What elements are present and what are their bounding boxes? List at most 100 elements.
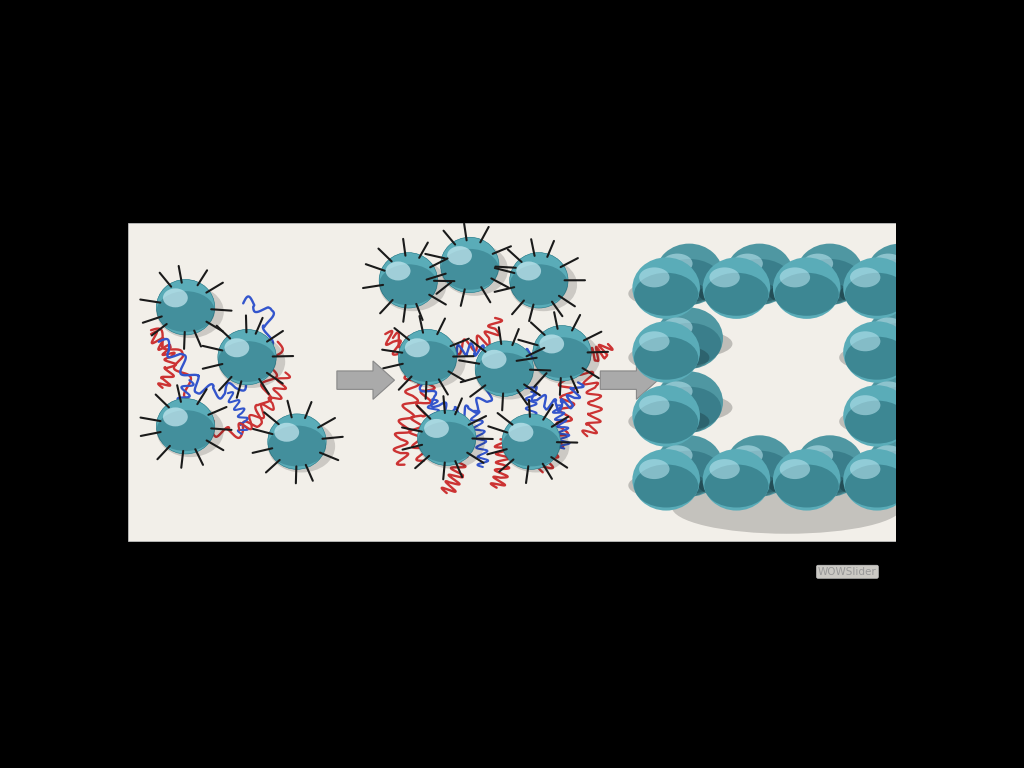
Ellipse shape [873, 317, 903, 337]
Ellipse shape [774, 465, 839, 508]
Ellipse shape [509, 422, 534, 442]
Ellipse shape [418, 410, 476, 465]
Ellipse shape [634, 273, 698, 316]
Ellipse shape [398, 329, 457, 385]
Ellipse shape [657, 323, 721, 366]
FancyArrow shape [600, 361, 657, 399]
Ellipse shape [843, 257, 910, 319]
Ellipse shape [532, 332, 600, 384]
Ellipse shape [845, 336, 909, 379]
Ellipse shape [862, 394, 943, 422]
Ellipse shape [796, 435, 863, 497]
Ellipse shape [510, 264, 568, 305]
Ellipse shape [157, 286, 224, 338]
Ellipse shape [639, 267, 670, 287]
Ellipse shape [237, 346, 262, 371]
Ellipse shape [502, 414, 560, 469]
Ellipse shape [845, 273, 909, 316]
Ellipse shape [843, 321, 910, 382]
Ellipse shape [803, 253, 834, 273]
Ellipse shape [418, 416, 485, 468]
Ellipse shape [418, 422, 476, 462]
Ellipse shape [792, 458, 873, 485]
Ellipse shape [224, 338, 249, 357]
Ellipse shape [287, 431, 312, 455]
Ellipse shape [175, 415, 201, 440]
Ellipse shape [850, 396, 881, 415]
Ellipse shape [663, 317, 692, 337]
Ellipse shape [268, 420, 335, 472]
Ellipse shape [629, 472, 710, 499]
Ellipse shape [436, 427, 462, 452]
Ellipse shape [502, 420, 569, 472]
Ellipse shape [218, 341, 276, 382]
Ellipse shape [516, 261, 541, 280]
Ellipse shape [449, 245, 493, 286]
Text: WOWSlider: WOWSlider [818, 567, 877, 577]
Ellipse shape [475, 341, 534, 396]
Ellipse shape [840, 472, 921, 499]
Ellipse shape [634, 401, 698, 444]
Ellipse shape [773, 449, 841, 511]
Ellipse shape [873, 382, 903, 402]
Ellipse shape [769, 280, 850, 307]
Ellipse shape [672, 480, 902, 534]
Ellipse shape [475, 347, 543, 399]
FancyArrow shape [337, 361, 394, 399]
Ellipse shape [379, 259, 446, 311]
Ellipse shape [651, 394, 732, 422]
Ellipse shape [551, 343, 578, 367]
Ellipse shape [710, 459, 739, 479]
Ellipse shape [518, 260, 562, 302]
Ellipse shape [866, 372, 934, 433]
Ellipse shape [702, 257, 770, 319]
Ellipse shape [698, 280, 779, 307]
Ellipse shape [404, 338, 430, 357]
Ellipse shape [845, 465, 909, 508]
Ellipse shape [157, 280, 215, 335]
Ellipse shape [663, 445, 692, 465]
Ellipse shape [510, 253, 568, 308]
Ellipse shape [163, 407, 187, 426]
Ellipse shape [866, 307, 934, 369]
Ellipse shape [407, 337, 451, 379]
Ellipse shape [843, 449, 910, 511]
Ellipse shape [732, 253, 763, 273]
Ellipse shape [779, 267, 810, 287]
Ellipse shape [226, 337, 270, 379]
Ellipse shape [379, 253, 437, 308]
Ellipse shape [850, 267, 881, 287]
Ellipse shape [651, 330, 732, 358]
Ellipse shape [447, 246, 472, 265]
Ellipse shape [798, 259, 862, 302]
Ellipse shape [398, 329, 457, 385]
Ellipse shape [398, 336, 466, 388]
Ellipse shape [868, 323, 932, 366]
Ellipse shape [494, 358, 520, 382]
Ellipse shape [639, 331, 670, 351]
Ellipse shape [840, 408, 921, 435]
Ellipse shape [459, 254, 485, 279]
Ellipse shape [218, 329, 276, 385]
Ellipse shape [862, 458, 943, 485]
Ellipse shape [276, 422, 319, 463]
Ellipse shape [655, 435, 723, 497]
Ellipse shape [426, 418, 470, 459]
Ellipse shape [722, 266, 803, 293]
Ellipse shape [651, 266, 732, 293]
Ellipse shape [633, 321, 700, 382]
Ellipse shape [633, 257, 700, 319]
Ellipse shape [387, 260, 431, 302]
Ellipse shape [727, 451, 792, 494]
Ellipse shape [157, 399, 215, 454]
Ellipse shape [175, 296, 201, 321]
Ellipse shape [440, 249, 499, 290]
Ellipse shape [629, 280, 710, 307]
Ellipse shape [774, 273, 839, 316]
Ellipse shape [840, 344, 921, 372]
Ellipse shape [510, 259, 578, 311]
Ellipse shape [532, 326, 591, 381]
Ellipse shape [655, 243, 723, 305]
Ellipse shape [520, 431, 547, 455]
Ellipse shape [163, 288, 187, 307]
